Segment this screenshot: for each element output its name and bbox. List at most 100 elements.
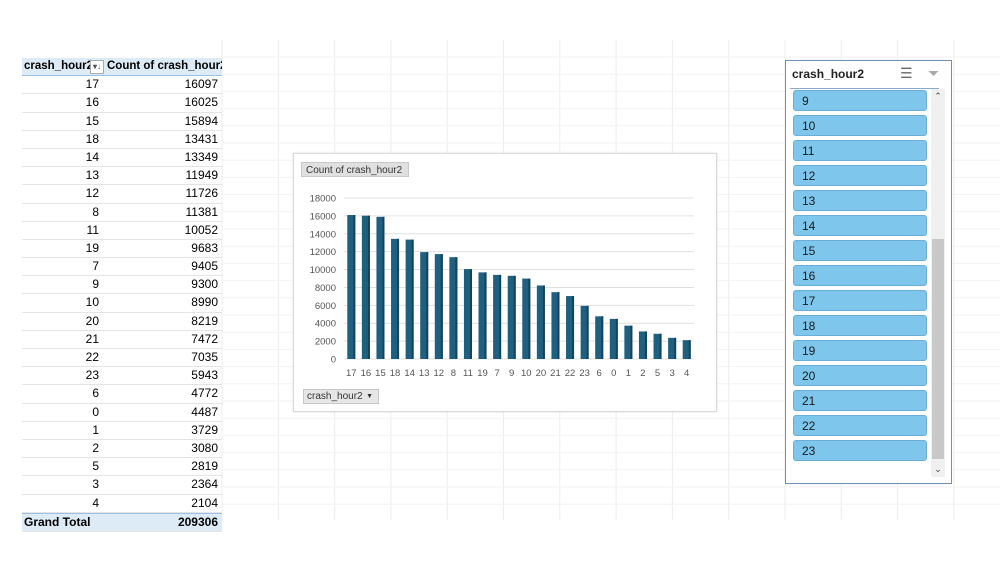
bar[interactable]	[493, 274, 502, 359]
axis-field-button[interactable]: crash_hour2 ▼	[303, 389, 379, 404]
hour-cell[interactable]: 13	[85, 168, 99, 183]
slicer-item[interactable]: 16	[793, 265, 927, 286]
bar[interactable]	[653, 333, 662, 359]
slicer-item[interactable]: 12	[793, 165, 927, 186]
scrollbar-thumb[interactable]	[932, 239, 944, 459]
hour-cell[interactable]: 11	[86, 222, 99, 237]
bar[interactable]	[682, 340, 691, 359]
hour-cell[interactable]: 10	[85, 295, 99, 310]
slicer-item[interactable]: 18	[793, 315, 927, 336]
clear-filter-icon[interactable]: ⏷	[928, 65, 940, 81]
slicer-scrollbar[interactable]: ⌃ ⌄	[931, 89, 945, 477]
count-cell[interactable]: 11381	[185, 204, 218, 219]
bar[interactable]	[361, 215, 370, 359]
pivot-chart[interactable]: Count of crash_hour2 0 2000 4000 6000 8000 10…	[293, 153, 717, 412]
bar[interactable]	[609, 318, 618, 359]
slicer-item[interactable]: 21	[793, 390, 927, 411]
chart-value-field-button[interactable]: Count of crash_hour2	[301, 162, 409, 177]
count-cell[interactable]: 8219	[191, 313, 218, 328]
hour-cell[interactable]: 20	[85, 313, 99, 328]
hour-cell[interactable]: 21	[85, 331, 99, 346]
bar[interactable]	[551, 292, 560, 359]
row-label-header[interactable]: crash_hour2 ▾↓	[22, 58, 105, 75]
count-cell[interactable]: 3729	[191, 422, 218, 437]
slicer-item[interactable]: 9	[793, 90, 927, 111]
bar[interactable]	[347, 215, 356, 359]
slicer-item[interactable]: 23	[793, 440, 927, 461]
slicer-item[interactable]: 20	[793, 365, 927, 386]
bar[interactable]	[391, 238, 400, 359]
count-cell[interactable]: 10052	[184, 222, 218, 237]
hour-cell[interactable]: 2	[92, 440, 99, 455]
count-cell[interactable]: 13431	[184, 131, 218, 146]
hour-cell[interactable]: 15	[85, 113, 99, 128]
count-cell[interactable]: 13349	[184, 149, 218, 164]
slicer-item[interactable]: 22	[793, 415, 927, 436]
hour-cell[interactable]: 6	[92, 386, 99, 401]
bar[interactable]	[566, 296, 575, 359]
hour-cell[interactable]: 3	[92, 477, 99, 492]
value-header[interactable]: Count of crash_hour2	[107, 60, 222, 72]
bar[interactable]	[668, 337, 677, 359]
count-cell[interactable]: 7472	[191, 331, 218, 346]
bar[interactable]	[638, 331, 647, 359]
bar[interactable]	[507, 275, 516, 359]
count-cell[interactable]: 4772	[191, 386, 218, 401]
count-cell[interactable]: 2104	[191, 495, 218, 510]
count-cell[interactable]: 7035	[191, 350, 218, 364]
slicer-item[interactable]: 15	[793, 240, 927, 261]
bar[interactable]	[376, 216, 385, 359]
hour-cell[interactable]: 12	[85, 186, 99, 201]
hour-cell[interactable]: 8	[92, 204, 99, 219]
count-cell[interactable]: 2819	[191, 459, 218, 474]
bar[interactable]	[595, 316, 604, 359]
hour-cell[interactable]: 9	[92, 277, 99, 292]
hour-cell[interactable]: 22	[85, 350, 99, 364]
count-cell[interactable]: 9300	[191, 277, 218, 292]
scroll-up-icon[interactable]: ⌃	[934, 91, 942, 101]
bar[interactable]	[536, 285, 545, 359]
count-cell[interactable]: 8990	[191, 295, 218, 310]
count-cell[interactable]: 3080	[191, 440, 218, 455]
bar[interactable]	[449, 257, 458, 359]
bar[interactable]	[420, 252, 429, 359]
hour-cell[interactable]: 1	[92, 422, 99, 437]
hour-cell[interactable]: 17	[85, 77, 99, 92]
slicer-item[interactable]: 19	[793, 340, 927, 361]
count-cell[interactable]: 5943	[191, 368, 218, 383]
count-cell[interactable]: 16097	[184, 77, 218, 92]
count-cell[interactable]: 9683	[191, 240, 218, 255]
slicer-item[interactable]: 11	[793, 140, 927, 161]
count-cell[interactable]: 11726	[185, 186, 218, 201]
slicer-item[interactable]: 13	[793, 190, 927, 211]
count-cell[interactable]: 2364	[191, 477, 218, 492]
count-cell[interactable]: 16025	[184, 95, 218, 110]
hour-cell[interactable]: 16	[85, 95, 99, 110]
bar[interactable]	[624, 325, 633, 359]
bar[interactable]	[434, 254, 443, 359]
bar[interactable]	[478, 272, 487, 359]
hour-cell[interactable]: 7	[92, 259, 99, 274]
hour-cell[interactable]: 14	[85, 149, 99, 164]
hour-cell[interactable]: 18	[85, 131, 99, 146]
hour-cell[interactable]: 0	[92, 404, 99, 419]
slicer-item[interactable]: 14	[793, 215, 927, 236]
slicer-item[interactable]: 10	[793, 115, 927, 136]
count-cell[interactable]: 15894	[184, 113, 218, 128]
scroll-down-icon[interactable]: ⌄	[934, 464, 942, 474]
bar[interactable]	[522, 278, 531, 359]
sort-descending-icon[interactable]: ▾↓	[90, 60, 104, 74]
bar[interactable]	[463, 269, 472, 359]
hour-cell[interactable]: 5	[92, 459, 99, 474]
multi-select-icon[interactable]: ☰	[900, 65, 913, 81]
bar[interactable]	[580, 305, 589, 359]
slicer-item[interactable]: 17	[793, 290, 927, 311]
count-cell[interactable]: 9405	[191, 259, 218, 274]
count-cell[interactable]: 4487	[191, 404, 218, 419]
bar[interactable]	[405, 239, 414, 359]
count-cell[interactable]: 11949	[185, 168, 218, 183]
hour-cell[interactable]: 23	[85, 368, 99, 383]
hour-cell[interactable]: 19	[85, 240, 99, 255]
hour-cell[interactable]: 4	[92, 495, 99, 510]
y-tick-label: 0	[331, 355, 336, 366]
